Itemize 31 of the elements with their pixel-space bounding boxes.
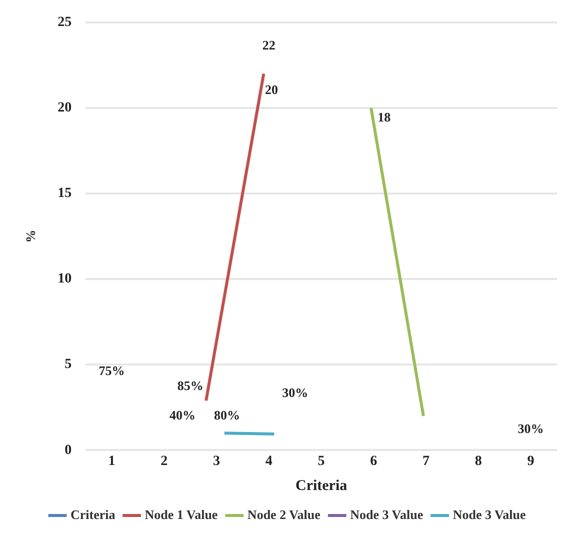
annotation: 30% <box>282 385 308 400</box>
legend-label: Node 1 Value <box>144 506 218 522</box>
annotation: 75% <box>98 362 125 378</box>
x-tick-label: 2 <box>160 454 168 470</box>
annotation: 18 <box>378 110 392 125</box>
annotation: 85% <box>177 378 204 394</box>
x-tick-label: 5 <box>318 454 325 470</box>
legend-label: Node 3 Value <box>350 506 424 522</box>
x-tick-label: 3 <box>213 454 220 470</box>
y-tick-label: 5 <box>64 357 72 372</box>
legend-label: Node 2 Value <box>247 506 321 522</box>
y-tick-label: 15 <box>58 186 72 202</box>
annotation: 22 <box>262 38 276 53</box>
y-tick-label: 20 <box>58 100 72 116</box>
y-axis-title: % <box>23 230 38 243</box>
annotation: 20 <box>265 82 278 98</box>
y-tick-label: 25 <box>58 15 72 30</box>
y-tick-label: 0 <box>64 442 72 458</box>
x-axis-title: Criteria <box>295 478 348 494</box>
x-tick-label: 8 <box>474 454 482 470</box>
x-tick-label: 9 <box>527 454 534 470</box>
legend-label: Node 3 Value <box>452 506 526 522</box>
annotation: 80% <box>214 407 240 422</box>
x-tick-label: 1 <box>108 454 116 470</box>
y-tick-label: 10 <box>58 272 72 287</box>
x-tick-label: 7 <box>422 454 430 470</box>
annotation: 40% <box>170 407 196 422</box>
annotation: 30% <box>518 421 544 436</box>
x-tick-label: 4 <box>265 454 272 470</box>
legend-label: Criteria <box>70 506 116 522</box>
x-tick-label: 6 <box>370 454 378 470</box>
